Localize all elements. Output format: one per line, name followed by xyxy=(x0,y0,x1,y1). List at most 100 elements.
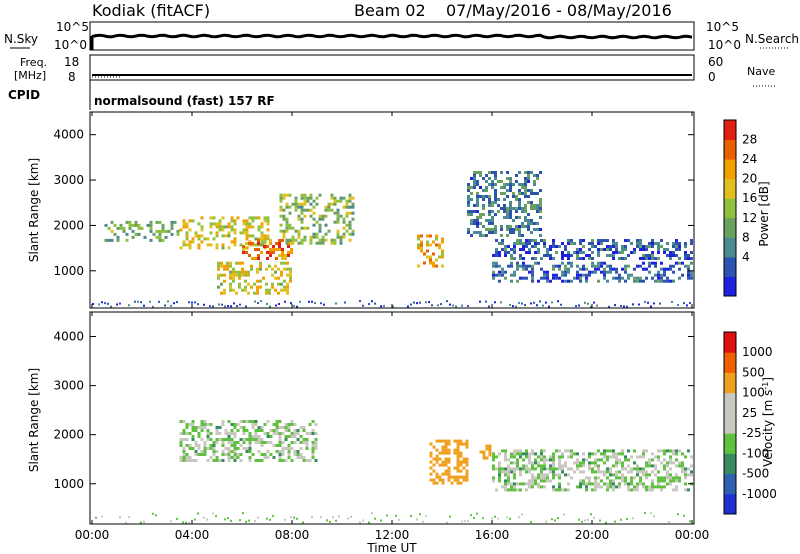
power-cell xyxy=(419,301,421,304)
power-cell xyxy=(324,223,328,227)
power-cell xyxy=(209,222,213,226)
velocity-cell xyxy=(558,467,561,471)
velocity-cell xyxy=(281,426,285,429)
power-cell xyxy=(624,245,627,248)
velocity-cell xyxy=(657,476,660,480)
velocity-cell xyxy=(684,476,687,480)
power-cell xyxy=(285,202,289,206)
velocity-cell xyxy=(609,449,612,453)
velocity-cell xyxy=(281,459,285,462)
velocity-cell xyxy=(191,459,195,462)
power-cell xyxy=(351,202,355,206)
velocity-cell xyxy=(666,473,669,477)
power-cell xyxy=(236,305,238,308)
power-cell xyxy=(278,239,281,242)
power-cell xyxy=(476,231,479,234)
power-cell xyxy=(182,219,186,223)
velocity-cell xyxy=(263,423,267,426)
power-cell xyxy=(250,267,253,271)
power-cell xyxy=(242,219,246,223)
power-cell xyxy=(280,270,283,274)
power-cell xyxy=(345,205,349,209)
power-cell xyxy=(561,261,564,265)
velocity-cell xyxy=(191,438,195,441)
power-cell xyxy=(342,232,346,236)
power-cell xyxy=(498,254,501,257)
power-cell xyxy=(470,213,473,216)
power-cell xyxy=(690,251,693,254)
velocity-cell xyxy=(564,488,567,492)
velocity-cell xyxy=(525,455,528,459)
power-cell xyxy=(441,237,444,241)
velocity-cell xyxy=(669,473,672,477)
power-cell xyxy=(552,267,555,271)
velocity-cell xyxy=(546,473,549,477)
velocity-cell xyxy=(681,464,684,468)
velocity-cell xyxy=(549,464,552,468)
velocity-cell xyxy=(233,456,237,459)
velocity-cell xyxy=(320,516,322,519)
power-cell xyxy=(546,254,549,257)
power-cell xyxy=(286,273,289,277)
velocity-cell xyxy=(495,467,498,471)
power-cell xyxy=(268,291,271,295)
power-cell xyxy=(519,254,522,257)
power-cell xyxy=(504,251,507,254)
power-cell xyxy=(576,264,579,268)
power-cell xyxy=(509,231,512,234)
velocity-cell xyxy=(266,450,270,453)
power-cell xyxy=(300,193,304,197)
velocity-cell xyxy=(456,454,460,458)
power-cell xyxy=(426,255,429,259)
power-cell xyxy=(351,205,355,209)
velocity-cell xyxy=(513,470,516,474)
power-cell xyxy=(518,225,521,228)
velocity-cell xyxy=(248,438,252,441)
power-cell xyxy=(282,229,286,233)
velocity-cell xyxy=(239,438,243,441)
power-cell xyxy=(636,245,639,248)
velocity-cell xyxy=(507,482,510,486)
power-cell xyxy=(530,222,533,225)
velocity-cell xyxy=(287,435,291,438)
velocity-cell xyxy=(182,447,186,450)
power-cell xyxy=(485,228,488,231)
velocity-cell xyxy=(528,482,531,486)
velocity-cell xyxy=(507,467,510,471)
power-cell xyxy=(530,204,533,207)
velocity-cell xyxy=(609,482,612,486)
power-cell xyxy=(380,305,382,308)
power-cell xyxy=(512,231,515,234)
velocity-cell xyxy=(507,473,510,477)
power-cell xyxy=(170,220,174,224)
power-data-cells xyxy=(92,171,693,308)
power-cell xyxy=(188,301,190,304)
power-cell xyxy=(342,235,346,239)
power-cell xyxy=(597,264,600,268)
power-cell xyxy=(164,304,166,307)
velocity-cell xyxy=(227,450,231,453)
power-cell xyxy=(116,226,120,230)
power-cell xyxy=(506,207,509,210)
power-cell xyxy=(288,205,292,209)
colorbar-segment xyxy=(724,372,736,394)
velocity-cell xyxy=(615,458,618,462)
velocity-cell xyxy=(626,517,628,520)
power-cell xyxy=(591,251,594,254)
power-cell xyxy=(537,251,540,254)
velocity-cell xyxy=(296,450,300,453)
power-cell xyxy=(324,214,328,218)
velocity-cell xyxy=(290,435,294,438)
colorbar-segment xyxy=(724,217,736,238)
power-cell xyxy=(552,276,555,280)
velocity-cell xyxy=(624,455,627,459)
power-cell xyxy=(522,261,525,265)
power-cell xyxy=(524,183,527,186)
power-cell xyxy=(518,183,521,186)
power-cell xyxy=(158,220,162,224)
power-cell xyxy=(534,261,537,265)
colorbar-segment xyxy=(724,412,736,434)
power-cell xyxy=(672,264,675,268)
velocity-cell xyxy=(212,447,216,450)
velocity-cell xyxy=(302,456,306,459)
